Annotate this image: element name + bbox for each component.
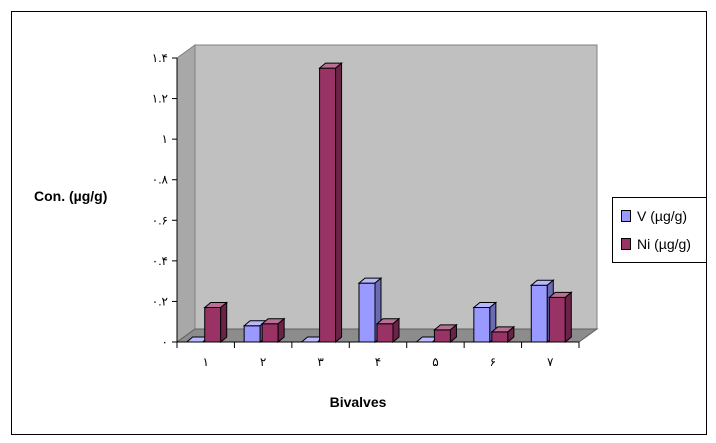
x-tick-label: ٢ <box>260 355 266 369</box>
x-axis-label: Bivalves <box>329 394 387 410</box>
y-tick-label: ١ <box>162 132 168 146</box>
legend-swatch-ni <box>621 238 631 250</box>
side-wall <box>176 44 196 343</box>
legend-label-v: V (µg/g) <box>637 208 688 224</box>
x-tick-label: ۴ <box>375 355 381 369</box>
x-tick-label: ۶ <box>490 355 496 369</box>
y-axis: ٠ ٠.٢ ٠.۴ ٠.۶ ٠.٨ ١ ١.٢ ١.۴ <box>152 51 178 349</box>
y-tick-label: ١.۴ <box>152 51 168 65</box>
x-tick-label: ٣ <box>317 355 324 369</box>
x-axis: ١ ٢ ٣ ۴ ۵ ۶ ٧ <box>176 341 580 369</box>
bar-ni <box>375 317 401 344</box>
legend: V (µg/g) Ni (µg/g) <box>612 197 707 263</box>
legend-item-ni: Ni (µg/g) <box>621 236 691 252</box>
y-tick-label: ٠.٢ <box>152 294 168 308</box>
y-axis-label: Con. (µg/g) <box>34 188 108 204</box>
y-tick-label: ٠.٨ <box>152 173 169 187</box>
y-tick-label: ٠.۶ <box>152 213 168 227</box>
legend-swatch-v <box>621 210 631 222</box>
y-tick-label: ٠.۴ <box>152 254 168 268</box>
y-tick-label: ٠ <box>162 335 168 349</box>
y-tick-label: ١.٢ <box>152 92 168 106</box>
legend-label-ni: Ni (µg/g) <box>637 236 691 252</box>
bar-ni <box>260 317 286 344</box>
bar-ni <box>203 301 229 344</box>
bar-ni <box>547 291 573 344</box>
x-tick-label: ۵ <box>432 355 438 369</box>
bar-ni <box>318 62 343 344</box>
bars <box>185 62 573 344</box>
bar-ni <box>433 323 458 344</box>
x-tick-label: ١ <box>202 355 208 369</box>
x-tick-label: ٧ <box>547 355 554 369</box>
legend-item-v: V (µg/g) <box>621 208 687 224</box>
bar-ni <box>490 325 516 344</box>
